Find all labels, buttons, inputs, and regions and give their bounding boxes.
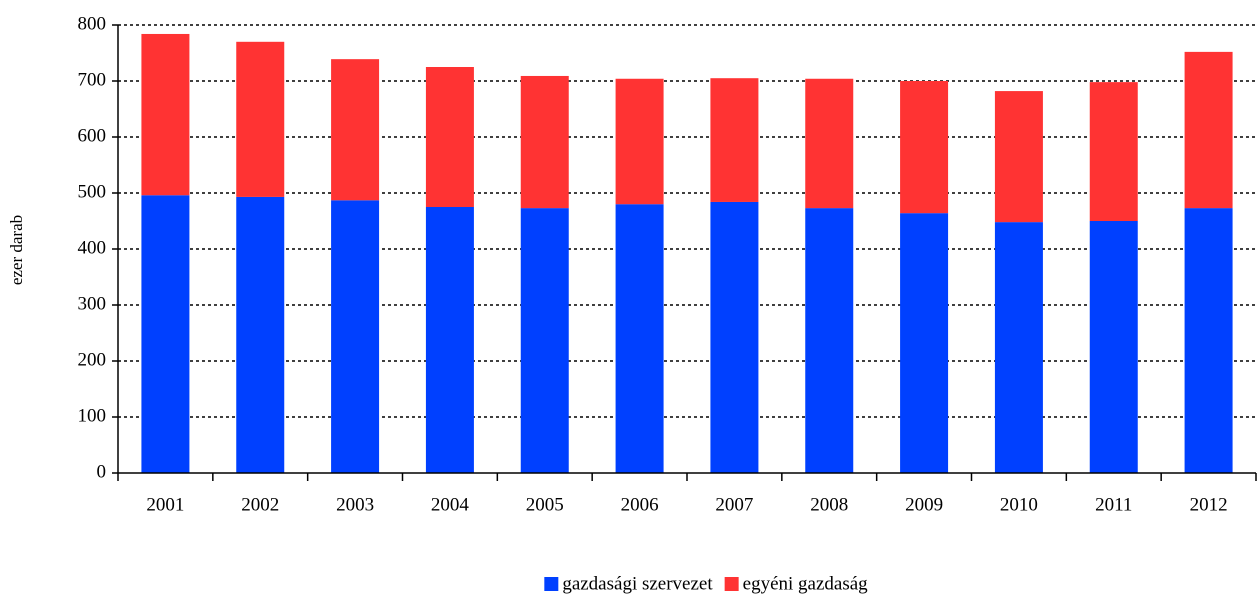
legend-swatch xyxy=(544,577,559,591)
bar xyxy=(994,222,1043,473)
bar xyxy=(331,59,380,201)
bar xyxy=(236,41,285,197)
x-tick-label: 2005 xyxy=(526,494,564,515)
bar xyxy=(520,208,569,473)
x-tick-label: 2006 xyxy=(621,494,659,515)
bar xyxy=(615,78,664,205)
y-axis-label: ezer darab xyxy=(7,215,26,285)
bar xyxy=(425,207,474,473)
x-tick-label: 2009 xyxy=(905,494,943,515)
bar xyxy=(141,33,190,196)
bar xyxy=(1089,221,1138,473)
x-tick-label: 2003 xyxy=(336,494,374,515)
x-tick-label: 2002 xyxy=(241,494,279,515)
legend-label: egyéni gazdaság xyxy=(743,573,869,594)
bar xyxy=(805,208,854,473)
x-tick-label: 2008 xyxy=(810,494,848,515)
y-tick-label: 800 xyxy=(78,13,107,34)
x-tick-label: 2007 xyxy=(715,494,753,515)
x-tick-label: 2004 xyxy=(431,494,470,515)
bar xyxy=(900,81,949,214)
bar xyxy=(425,67,474,207)
bar xyxy=(236,196,285,474)
y-tick-label: 200 xyxy=(78,349,107,370)
y-tick-label: 600 xyxy=(78,125,107,146)
y-tick-label: 500 xyxy=(78,181,107,202)
y-tick-label: 0 xyxy=(97,461,107,482)
bar xyxy=(1089,82,1138,222)
bar xyxy=(805,78,854,209)
y-tick-label: 400 xyxy=(78,237,107,258)
x-tick-label: 2012 xyxy=(1190,494,1228,515)
bar xyxy=(1184,208,1233,473)
bar xyxy=(994,91,1043,223)
bar xyxy=(710,201,759,473)
bar xyxy=(331,200,380,473)
y-tick-label: 300 xyxy=(78,293,107,314)
bar xyxy=(141,195,190,474)
x-tick-label: 2001 xyxy=(146,494,184,515)
x-tick-label: 2010 xyxy=(1000,494,1038,515)
bar xyxy=(1184,51,1233,209)
bar xyxy=(520,75,569,209)
y-tick-label: 100 xyxy=(78,405,107,426)
y-tick-label: 700 xyxy=(78,69,107,90)
legend-swatch xyxy=(724,577,739,591)
legend-label: gazdasági szervezet xyxy=(562,573,713,594)
bar xyxy=(710,78,759,202)
bar xyxy=(900,213,949,473)
bar xyxy=(615,204,664,473)
x-tick-label: 2011 xyxy=(1095,494,1132,515)
